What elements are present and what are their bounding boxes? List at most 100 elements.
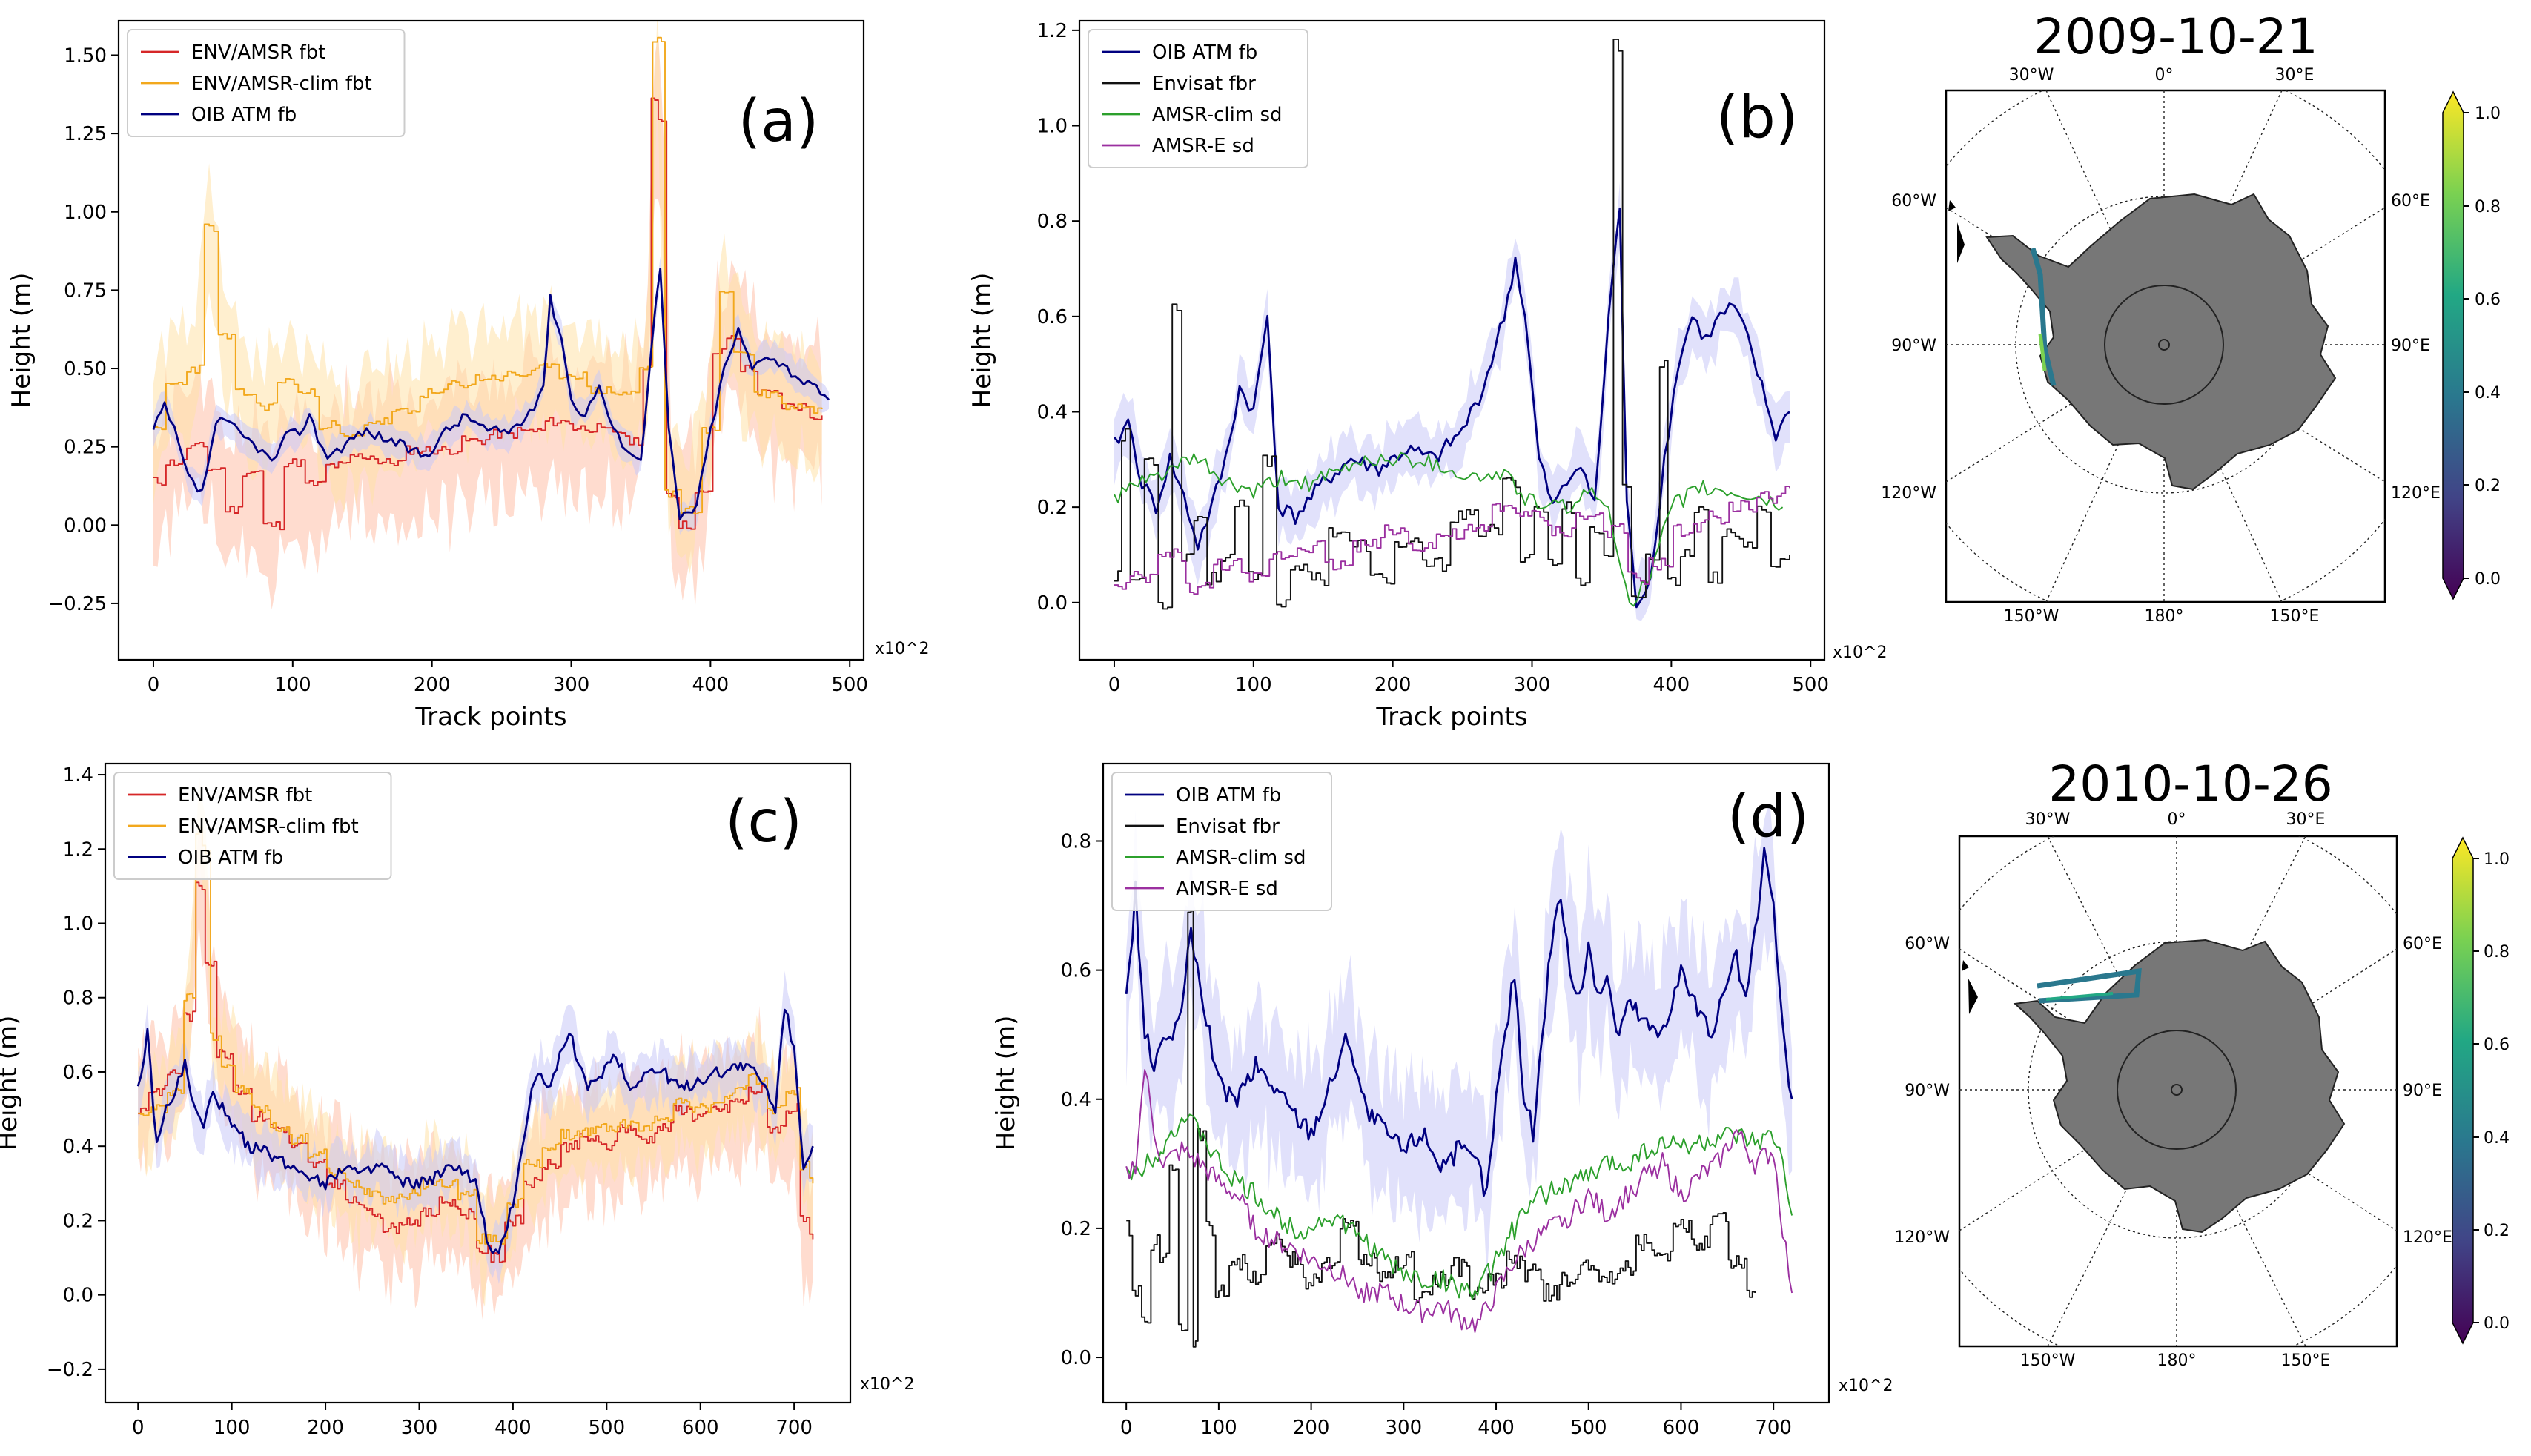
plot-area — [136, 773, 814, 1320]
x-tick-label: 400 — [1478, 1417, 1515, 1439]
lon-label: 90°W — [1891, 337, 1936, 355]
legend: OIB ATM fb Envisat fbr AMSR-clim sd AMSR-E … — [1088, 29, 1308, 168]
series-line — [153, 97, 823, 531]
chart-panel-c: 0 100 200 300 400 500 600 700 −0.2 0.0 0.2 0.4 0.6 0.… — [0, 762, 914, 1439]
x-tick-label: 100 — [214, 1417, 251, 1439]
x-tick-label: 300 — [1514, 674, 1551, 696]
y-tick-label: 1.25 — [64, 123, 107, 145]
lon-label: 30°E — [2275, 66, 2315, 85]
x-tick-label: 300 — [401, 1417, 438, 1439]
map-panel-2010: 2010-10-26 30°W 0° 30° — [1894, 755, 2510, 1370]
legend-entry: AMSR-E sd — [1152, 135, 1254, 157]
lon-label: 60°W — [1905, 935, 1950, 953]
x-tick-label: 700 — [775, 1417, 813, 1439]
series-line — [1114, 486, 1790, 595]
x-tick-label: 200 — [1293, 1417, 1330, 1439]
lon-label: 60°W — [1891, 192, 1936, 211]
y-tick-label: 0.8 — [1061, 830, 1091, 853]
lon-label: 30°W — [2025, 810, 2071, 829]
legend-entry: AMSR-clim sd — [1152, 104, 1283, 126]
legend: OIB ATM fb Envisat fbr AMSR-clim sd AMSR-E … — [1111, 772, 1332, 911]
axes-frame — [1078, 19, 1826, 661]
x-tick-label: 300 — [553, 674, 590, 696]
colorbar-tick: 0.2 — [2475, 477, 2501, 495]
series-line — [1125, 847, 1793, 1197]
legend-entry: AMSR-clim sd — [1176, 847, 1306, 869]
series-line — [1114, 38, 1790, 610]
y-tick-label: 1.00 — [64, 202, 107, 224]
colorbar-tick: 0.6 — [2484, 1036, 2510, 1054]
lon-label: 180° — [2157, 1351, 2197, 1370]
x-axis-multiplier: x10^2 — [1833, 643, 1887, 662]
x-tick-label: 100 — [274, 674, 311, 696]
y-tick-label: 0.4 — [1061, 1089, 1091, 1111]
y-tick-label: 0.0 — [63, 1285, 93, 1307]
y-tick-label: 0.2 — [63, 1210, 93, 1232]
series-line — [136, 1008, 814, 1254]
x-tick-label: 200 — [307, 1417, 344, 1439]
x-axis-label: Track points — [1375, 702, 1527, 732]
x-tick-label: 700 — [1755, 1417, 1792, 1439]
x-axis-label: Track points — [414, 702, 566, 732]
lon-label: 60°E — [2403, 935, 2442, 953]
y-tick-label: −0.2 — [47, 1359, 93, 1381]
legend: ENV/AMSR fbt ENV/AMSR-clim fbt OIB ATM fb — [127, 29, 406, 137]
legend-entry: OIB ATM fb — [191, 104, 297, 126]
x-tick-label: 500 — [1792, 674, 1829, 696]
lon-label: 150°E — [2270, 607, 2320, 626]
x-tick-label: 500 — [831, 674, 868, 696]
legend-entry: OIB ATM fb — [1152, 42, 1257, 64]
lon-label: 90°E — [2403, 1082, 2442, 1100]
x-tick-label: 200 — [414, 674, 451, 696]
y-tick-label: 1.2 — [63, 838, 93, 861]
chart-panel-a: 0 100 200 300 400 500 −0.25 0.00 0.25 0.50 0.75 1.0… — [7, 19, 929, 732]
colorbar-tick: 0.2 — [2484, 1222, 2510, 1240]
legend-entry: ENV/AMSR-clim fbt — [178, 815, 359, 838]
legend-entry: AMSR-E sd — [1176, 878, 1278, 900]
y-tick-label: 0.4 — [1037, 401, 1068, 423]
antarctica-landmass — [1985, 193, 2337, 491]
chart-panel-b: 0 100 200 300 400 500 0.0 0.2 0.4 0.6 0.8 1.0 1.2 Hei… — [967, 20, 1887, 732]
x-tick-label: 600 — [682, 1417, 719, 1439]
lon-label: 30°E — [2286, 810, 2326, 829]
y-tick-label: 0.2 — [1037, 497, 1068, 519]
lon-label: 60°E — [2391, 192, 2430, 211]
lon-label: 0° — [2168, 810, 2186, 829]
panel-label: (c) — [725, 789, 802, 856]
map-panel-2009: 2009-10-21 30°W 0° 30° — [1881, 8, 2501, 626]
map-title: 2010-10-26 — [2048, 755, 2333, 813]
y-axis-label: Height (m) — [7, 273, 36, 408]
panel-label: (a) — [738, 88, 819, 155]
colorbar-tick: 0.4 — [2484, 1129, 2510, 1148]
colorbar-tick: 0.8 — [2484, 943, 2510, 962]
x-tick-label: 500 — [1570, 1417, 1607, 1439]
uncertainty-band — [1114, 182, 1790, 621]
y-axis-label: Height (m) — [0, 1016, 23, 1151]
y-tick-label: 0.8 — [63, 987, 93, 1010]
flight-track — [2037, 967, 2142, 1004]
x-axis-multiplier: x10^2 — [1839, 1377, 1893, 1395]
lon-label: 90°W — [1905, 1082, 1950, 1100]
y-axis-label: Height (m) — [967, 273, 997, 408]
legend: ENV/AMSR fbt ENV/AMSR-clim fbt OIB ATM fb — [113, 772, 392, 880]
legend-entry: Envisat fbr — [1152, 73, 1256, 95]
panel-label: (d) — [1727, 784, 1809, 850]
plot-area — [1113, 38, 1790, 621]
y-tick-label: 0.6 — [63, 1062, 93, 1084]
axes-frame — [117, 19, 865, 661]
y-tick-label: 0.0 — [1037, 592, 1068, 615]
x-tick-label: 200 — [1374, 674, 1412, 696]
colorbar: 0.0 0.2 0.4 0.6 0.8 1.0 — [2452, 836, 2510, 1345]
colorbar-tick: 1.0 — [2475, 105, 2501, 123]
y-tick-label: 1.0 — [1037, 116, 1068, 138]
legend-entry: OIB ATM fb — [178, 847, 283, 869]
legend-entry: ENV/AMSR fbt — [178, 784, 312, 807]
series-line — [1113, 207, 1790, 609]
y-tick-label: 0.6 — [1037, 306, 1068, 328]
flight-track — [2030, 248, 2057, 386]
legend-entry: ENV/AMSR-clim fbt — [191, 73, 372, 95]
y-tick-label: 0.75 — [64, 279, 107, 302]
plot-area — [152, 21, 830, 610]
legend-entry: ENV/AMSR fbt — [191, 42, 325, 64]
x-tick-label: 400 — [692, 674, 729, 696]
